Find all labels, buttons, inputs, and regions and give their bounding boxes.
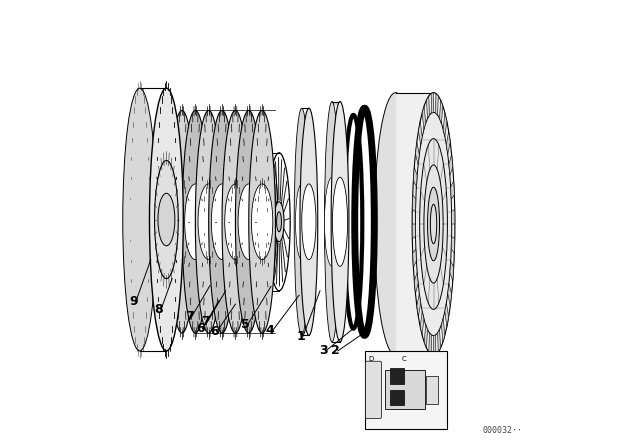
- Text: 6: 6: [196, 322, 205, 335]
- Text: 2: 2: [332, 345, 340, 358]
- Ellipse shape: [195, 111, 222, 333]
- Polygon shape: [396, 93, 433, 355]
- Ellipse shape: [270, 202, 280, 242]
- Ellipse shape: [185, 184, 206, 260]
- Text: 8: 8: [154, 303, 163, 316]
- Ellipse shape: [182, 111, 209, 333]
- Polygon shape: [417, 293, 420, 317]
- Ellipse shape: [332, 177, 348, 266]
- Polygon shape: [412, 224, 415, 239]
- Ellipse shape: [123, 88, 157, 351]
- Polygon shape: [422, 106, 426, 129]
- Ellipse shape: [252, 184, 273, 260]
- Ellipse shape: [324, 102, 340, 342]
- Text: 7: 7: [185, 310, 194, 323]
- Polygon shape: [438, 329, 440, 352]
- Text: 3: 3: [319, 345, 328, 358]
- Ellipse shape: [415, 112, 452, 336]
- Polygon shape: [413, 249, 417, 267]
- Ellipse shape: [412, 93, 455, 355]
- Ellipse shape: [296, 184, 308, 260]
- Text: 6: 6: [210, 325, 219, 338]
- Text: C: C: [401, 356, 406, 362]
- Ellipse shape: [276, 212, 282, 232]
- Ellipse shape: [172, 184, 193, 260]
- Polygon shape: [446, 131, 450, 155]
- Text: 1: 1: [296, 330, 305, 343]
- Polygon shape: [419, 121, 422, 145]
- Ellipse shape: [324, 177, 340, 266]
- Ellipse shape: [222, 111, 249, 333]
- Polygon shape: [449, 154, 452, 176]
- Text: 000032··: 000032··: [483, 426, 523, 435]
- Text: 5: 5: [241, 318, 250, 331]
- Ellipse shape: [301, 184, 316, 260]
- Polygon shape: [424, 325, 428, 348]
- Ellipse shape: [374, 93, 417, 355]
- Text: 7: 7: [201, 315, 209, 328]
- Ellipse shape: [168, 111, 195, 333]
- Polygon shape: [415, 142, 419, 164]
- Ellipse shape: [249, 111, 275, 333]
- Bar: [426, 376, 438, 404]
- Bar: [390, 390, 404, 405]
- Polygon shape: [436, 94, 438, 115]
- FancyBboxPatch shape: [365, 361, 381, 418]
- Polygon shape: [431, 93, 433, 113]
- Polygon shape: [429, 333, 431, 354]
- Polygon shape: [433, 335, 436, 355]
- Polygon shape: [442, 319, 445, 342]
- Bar: [385, 370, 424, 409]
- Polygon shape: [412, 195, 416, 211]
- Ellipse shape: [260, 153, 278, 291]
- Text: 4: 4: [266, 324, 275, 337]
- Polygon shape: [452, 209, 455, 224]
- Polygon shape: [451, 181, 454, 199]
- Polygon shape: [450, 261, 454, 281]
- Ellipse shape: [428, 187, 440, 261]
- Ellipse shape: [211, 184, 233, 260]
- Ellipse shape: [274, 202, 284, 242]
- FancyBboxPatch shape: [365, 351, 447, 429]
- Polygon shape: [414, 272, 418, 294]
- Polygon shape: [413, 167, 417, 187]
- Ellipse shape: [209, 111, 236, 333]
- Ellipse shape: [331, 102, 349, 342]
- Ellipse shape: [424, 165, 443, 283]
- Polygon shape: [451, 237, 455, 253]
- Polygon shape: [420, 311, 424, 335]
- Ellipse shape: [236, 111, 262, 333]
- Ellipse shape: [420, 138, 447, 310]
- Ellipse shape: [300, 108, 318, 335]
- Polygon shape: [440, 100, 443, 123]
- Ellipse shape: [430, 204, 436, 244]
- Ellipse shape: [225, 184, 246, 260]
- Text: 9: 9: [129, 295, 138, 308]
- Text: D: D: [369, 356, 374, 362]
- Polygon shape: [445, 303, 449, 327]
- Ellipse shape: [158, 193, 175, 246]
- Polygon shape: [448, 284, 452, 306]
- Ellipse shape: [238, 184, 259, 260]
- Polygon shape: [443, 113, 447, 137]
- Ellipse shape: [198, 184, 220, 260]
- Bar: [390, 368, 404, 383]
- Ellipse shape: [150, 88, 183, 351]
- Ellipse shape: [154, 160, 179, 279]
- Polygon shape: [426, 96, 429, 119]
- Ellipse shape: [294, 108, 309, 335]
